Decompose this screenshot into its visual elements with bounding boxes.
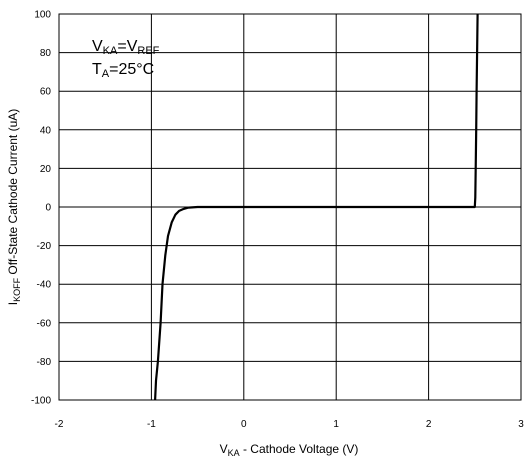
y-tick-label: -60 xyxy=(37,318,52,329)
x-tick-label: -1 xyxy=(147,419,156,430)
x-tick-label: 0 xyxy=(241,419,247,430)
y-tick-label: -40 xyxy=(37,280,52,291)
y-tick-label: -80 xyxy=(37,357,52,368)
y-tick-label: 0 xyxy=(45,203,51,214)
y-tick-label: 60 xyxy=(40,87,52,98)
y-axis-label: IKOFF Off-State Cathode Current (uA) xyxy=(6,109,22,306)
series-line xyxy=(154,13,479,401)
y-tick-label: -20 xyxy=(37,241,52,252)
x-axis: -2 -1 0 1 2 3 xyxy=(55,419,524,430)
annotation-vka-vref: VKA=VREF xyxy=(92,38,160,57)
annotation-temperature: TA=25°C xyxy=(92,61,154,80)
x-tick-label: 1 xyxy=(333,419,339,430)
x-tick-label: 3 xyxy=(518,419,524,430)
x-axis-label: VKA - Cathode Voltage (V) xyxy=(220,442,359,458)
y-tick-label: -100 xyxy=(31,396,51,407)
plot-area xyxy=(58,13,522,401)
x-tick-label: 2 xyxy=(426,419,432,430)
y-axis: 100 80 60 40 20 0 -20 -40 -60 -80 -100 xyxy=(31,10,51,407)
series-lines xyxy=(154,13,479,401)
y-tick-label: 100 xyxy=(34,10,51,21)
y-tick-label: 80 xyxy=(40,48,52,59)
y-tick-label: 20 xyxy=(40,164,52,175)
y-tick-label: 40 xyxy=(40,125,52,136)
x-tick-label: -2 xyxy=(55,419,64,430)
